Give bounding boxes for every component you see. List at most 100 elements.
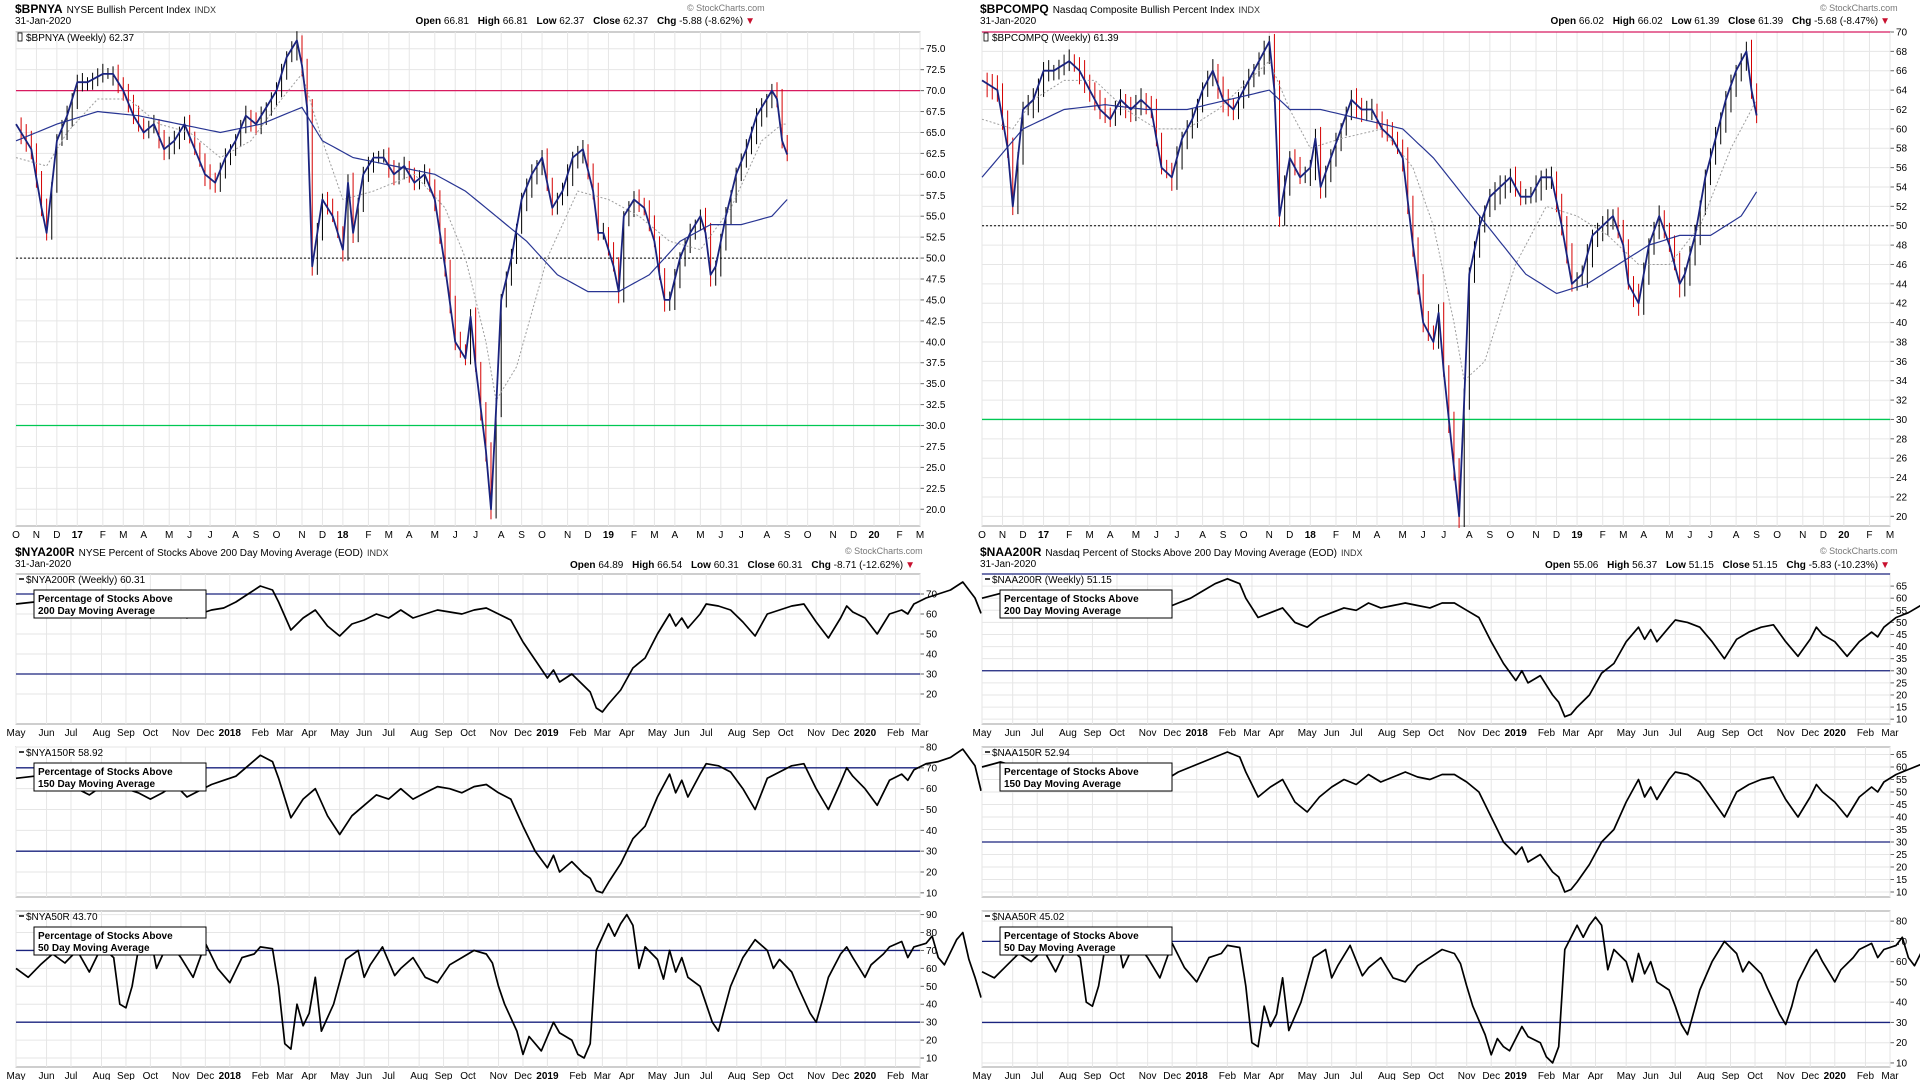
x-tick-label: N [830,530,837,541]
x-tick-label: J [473,530,478,541]
y-tick-label: 50 [1896,977,1908,988]
x-tick-label: Jun [674,728,690,739]
y-tick-label: 50.0 [926,254,946,265]
x-tick-label: M [1398,530,1406,541]
left-exchange: INDX [194,5,217,15]
x-tick-label: Dec [1482,728,1500,739]
down-arrow-icon: ▼ [1880,16,1890,27]
x-tick-label: A [140,530,147,541]
x-tick-label: Aug [1697,728,1715,739]
x-tick-label: Oct [1747,1071,1763,1080]
x-tick-label: Aug [1378,1071,1396,1080]
y-tick-label: 60 [926,610,938,621]
left-sub-low-value: 60.31 [713,560,739,571]
y-tick-label: 34 [1896,376,1908,387]
annotation-line: Percentage of Stocks Above [1004,767,1139,778]
x-tick-label: F [1600,530,1606,541]
x-tick-label: Apr [301,1071,317,1080]
x-tick-label: Aug [1697,1071,1715,1080]
annotation-line: 200 Day Moving Average [1004,606,1122,617]
naa50r-legend: $NAA50R 45.02 [992,912,1065,923]
x-tick-label: M [119,530,127,541]
nya50r-x-axis: May Jun Jul Aug Sep Oct Nov Dec 2018 Feb Mar Apr May… [7,1071,930,1080]
x-tick-label: M [1086,530,1094,541]
y-tick-label: 46 [1896,260,1908,271]
nya150r-legend: $NYA150R 58.92 [26,748,104,759]
x-tick-label: O [1773,530,1781,541]
y-tick-label: 50 [926,982,938,993]
nya50r-line [15,913,982,1059]
y-tick-label: 57.5 [926,191,946,202]
x-tick-label: Jun [38,728,54,739]
y-tick-label: 60.0 [926,170,946,181]
bpnya-price-bars [20,31,788,520]
x-tick-label: Dec [1163,728,1181,739]
y-tick-label: 45.0 [926,295,946,306]
right-sub-credit: © StockCharts.com [1820,546,1898,556]
left-sub-description: NYSE Percent of Stocks Above 200 Day Mov… [78,548,364,559]
y-tick-label: 25 [1896,678,1908,689]
y-tick-label: 44 [1896,279,1908,290]
x-tick-label: J [208,530,213,541]
y-tick-label: 28 [1896,434,1908,445]
x-tick-label: Nov [490,1071,508,1080]
annotation-line: Percentage of Stocks Above [38,594,173,605]
x-tick-label: A [1374,530,1381,541]
left-high-label: High [477,16,500,27]
x-tick-label: Feb [1538,728,1556,739]
x-tick-label: Oct [460,1071,476,1080]
x-tick-label: M [385,530,393,541]
x-tick-label: Sep [1403,728,1421,739]
y-tick-label: 62 [1896,105,1908,116]
left-sub-high-label: High [632,560,655,571]
x-tick-label: O [273,530,281,541]
y-tick-label: 65 [1896,582,1908,593]
y-tick-label: 30 [926,1018,938,1029]
right-chg-label: Chg [1791,16,1812,27]
y-tick-label: 30 [1896,666,1908,677]
x-tick-label: Aug [410,728,428,739]
x-tick-label: O [12,530,20,541]
x-tick-label: Feb [252,1071,270,1080]
y-tick-label: 70 [926,590,938,601]
y-tick-label: 80 [926,928,938,939]
naa50r-x-axis: May Jun Jul Aug Sep Oct Nov Dec 2018 Feb Mar Apr May… [973,1071,1900,1080]
x-tick-label: Dec [514,728,532,739]
x-tick-label: Aug [1059,1071,1077,1080]
x-tick-label: Aug [728,728,746,739]
right-high-value: 66.02 [1637,16,1663,27]
x-tick-label: N [33,530,40,541]
x-tick-label: 2020 [1824,1071,1847,1080]
y-tick-label: 60 [1896,763,1908,774]
x-tick-label: Sep [1084,728,1102,739]
x-tick-label: Dec [1163,1071,1181,1080]
x-tick-label: Jul [382,728,395,739]
left-description: NYSE Bullish Percent Index [66,5,191,16]
y-tick-label: 55 [1896,775,1908,786]
x-tick-label: Apr [1588,1071,1604,1080]
y-tick-label: 20 [926,868,938,879]
y-tick-label: 50 [926,805,938,816]
x-tick-label: Nov [807,1071,825,1080]
x-tick-label: D [1019,530,1026,541]
x-tick-label: S [1753,530,1760,541]
x-tick-label: May [7,728,26,739]
x-tick-label: May [1298,728,1317,739]
x-tick-label: F [100,530,106,541]
y-tick-label: 20 [926,690,938,701]
bpnya-price-line [15,39,789,511]
y-tick-label: 60 [1896,594,1908,605]
x-tick-label: F [1866,530,1872,541]
bpcompq-x-axis: O N D 17 F M A M J J A S O N D 18 F M A M J J A S O N D 19 F M A M J J A S O… [978,32,1894,541]
right-description: Nasdaq Composite Bullish Percent Index [1052,5,1235,16]
x-tick-label: S [1220,530,1227,541]
x-tick-label: Dec [196,728,214,739]
left-chg-value: -5.88 (-8.62%) [679,16,744,27]
x-tick-label: 2019 [536,728,559,739]
x-tick-label: N [1532,530,1539,541]
y-tick-label: 40 [1896,813,1908,824]
x-tick-label: 18 [1305,530,1317,541]
x-tick-label: Sep [435,728,453,739]
x-tick-label: 20 [868,530,880,541]
x-tick-label: Dec [1801,1071,1819,1080]
